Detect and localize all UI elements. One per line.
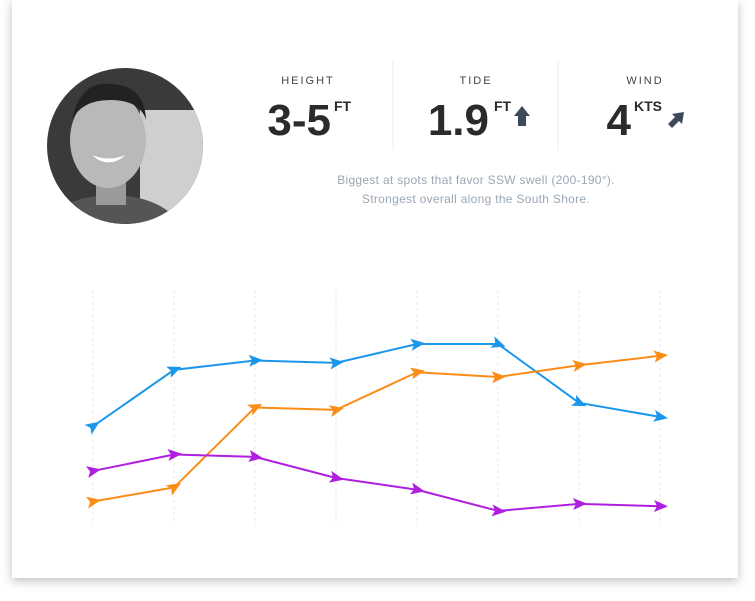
- stat-unit: FT: [494, 98, 512, 114]
- point-marker: [653, 350, 668, 363]
- series-line: [92, 354, 661, 503]
- description: Strongest overall along the South Shore.: [362, 192, 590, 206]
- stat-value: 1.9: [428, 96, 489, 145]
- wind-arrow: [668, 112, 684, 128]
- series-line: [92, 343, 661, 428]
- point-marker: [165, 483, 181, 496]
- point-marker: [653, 409, 668, 422]
- point-marker: [410, 338, 425, 351]
- point-marker: [246, 404, 263, 416]
- point-marker: [491, 371, 506, 384]
- tide-arrow: [514, 106, 530, 126]
- point-marker: [409, 367, 425, 380]
- point-marker: [572, 360, 587, 372]
- point-marker: [328, 470, 344, 483]
- stat-label: WIND: [626, 75, 663, 87]
- stat-value: 4: [607, 96, 632, 145]
- stat-label: TIDE: [459, 75, 492, 87]
- avatar: [47, 68, 203, 224]
- point-marker: [409, 482, 425, 495]
- series-line: [92, 453, 661, 512]
- point-marker: [571, 394, 587, 407]
- point-marker: [166, 366, 182, 378]
- point-marker: [572, 498, 587, 511]
- point-marker: [85, 466, 101, 479]
- stat-label: HEIGHT: [281, 75, 335, 87]
- point-marker: [490, 336, 506, 348]
- point-marker: [491, 504, 506, 517]
- point-marker: [86, 496, 101, 509]
- point-marker: [248, 354, 263, 367]
- point-marker: [84, 421, 100, 435]
- point-marker: [248, 450, 263, 462]
- stat-value: 3-5: [267, 96, 331, 145]
- description: Biggest at spots that favor SSW swell (2…: [337, 173, 615, 187]
- stat-unit: KTS: [634, 98, 662, 114]
- point-marker: [167, 449, 182, 461]
- point-marker: [653, 500, 668, 513]
- point-marker: [329, 357, 344, 370]
- point-marker: [328, 405, 344, 417]
- stat-unit: FT: [334, 98, 352, 114]
